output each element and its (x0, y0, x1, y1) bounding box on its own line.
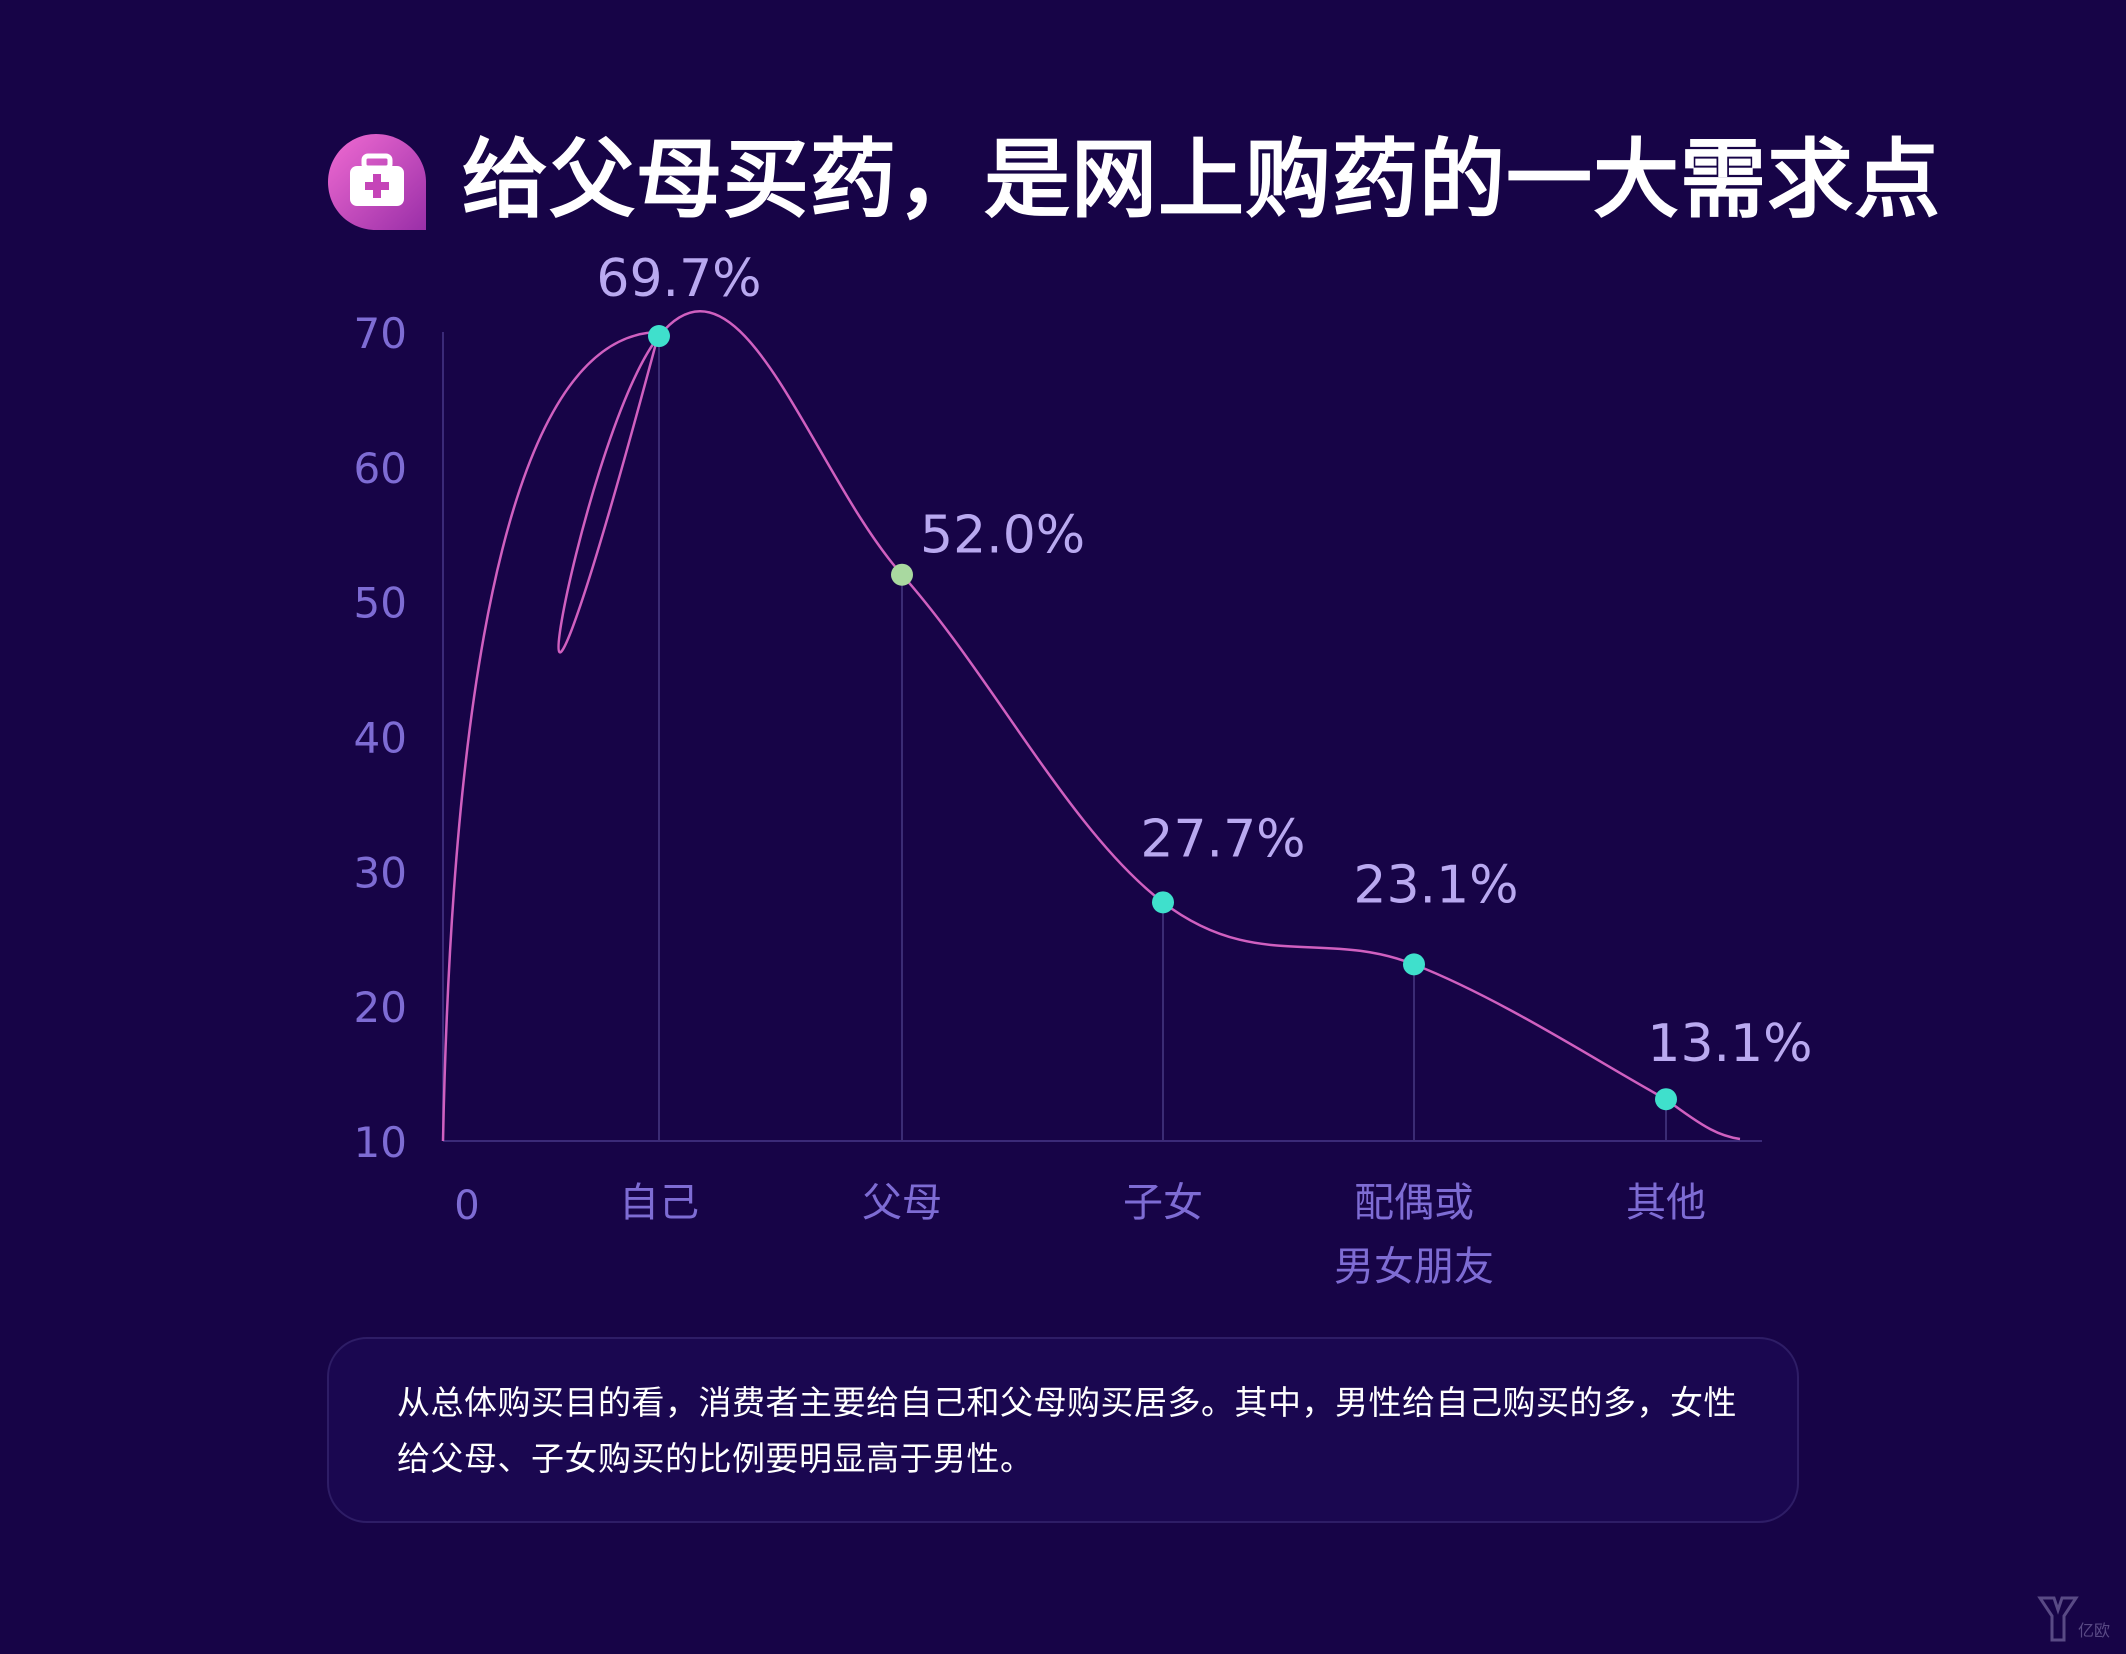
x-origin-label: 0 (454, 1183, 479, 1229)
data-labels: 69.7% 52.0% 27.7% 23.1% 13.1% (596, 249, 1812, 1074)
x-tick-label: 自己 (619, 1180, 699, 1226)
data-point (1403, 953, 1425, 976)
x-tick-label: 男女朋友 (1334, 1244, 1494, 1290)
y-tick-label: 50 (354, 579, 407, 628)
x-tick-label: 其他 (1626, 1180, 1706, 1226)
data-point (1655, 1088, 1677, 1111)
watermark-text: 亿欧 (2078, 1621, 2110, 1640)
data-label: 27.7% (1140, 809, 1305, 869)
data-point (1152, 891, 1174, 914)
data-label: 69.7% (596, 249, 761, 309)
data-label: 52.0% (920, 506, 1085, 566)
series-line (441, 310, 1741, 1142)
x-tick-label: 父母 (862, 1180, 942, 1226)
summary-note-text: 从总体购买目的看，消费者主要给自己和父母购买居多。其中，男性给自己购买的多，女性… (397, 1383, 1737, 1478)
y-tick-label: 20 (354, 983, 407, 1032)
medical-kit-icon (326, 132, 428, 232)
x-tick-label: 子女 (1123, 1180, 1203, 1226)
yiou-logo-icon: 亿欧 (2036, 1592, 2112, 1644)
data-point (648, 325, 670, 348)
y-tick-label: 10 (354, 1118, 407, 1167)
data-label: 23.1% (1353, 855, 1518, 915)
y-tick-label: 60 (354, 444, 407, 493)
page-header: 给父母买药，是网上购药的一大需求点 (0, 120, 2126, 240)
y-tick-label: 30 (354, 848, 407, 897)
page-title: 给父母买药，是网上购药的一大需求点 (462, 130, 1941, 230)
drop-lines (658, 336, 1667, 1141)
series-line-group (441, 310, 1741, 1142)
data-label: 13.1% (1647, 1014, 1812, 1074)
summary-note-box: 从总体购买目的看，消费者主要给自己和父母购买居多。其中，男性给自己购买的多，女性… (327, 1337, 1799, 1523)
data-point (891, 563, 913, 586)
y-tick-label: 70 (354, 309, 407, 358)
x-tick-label: 配偶或 (1354, 1180, 1474, 1226)
data-points (648, 325, 1677, 1111)
y-tick-label: 40 (354, 714, 407, 763)
chart-axes (442, 332, 1762, 1142)
